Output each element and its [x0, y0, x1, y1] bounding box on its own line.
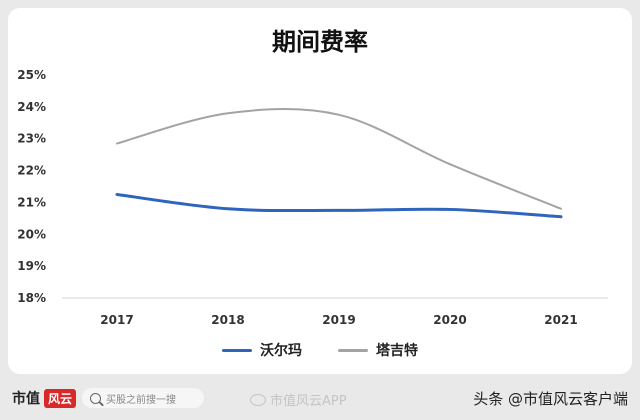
- chart-title: 期间费率: [272, 28, 368, 56]
- series-line-target: [116, 108, 562, 210]
- legend-label-target: 塔吉特: [376, 343, 418, 359]
- app-watermark: 市值风云APP: [250, 390, 347, 409]
- y-tick-label: 20%: [17, 227, 46, 241]
- x-tick-label: 2019: [322, 313, 355, 327]
- weibo-icon: [250, 393, 266, 406]
- y-tick-label: 24%: [17, 100, 46, 114]
- brand-text: 市值: [12, 391, 40, 407]
- y-tick-label: 21%: [17, 195, 46, 209]
- y-tick-label: 22%: [17, 164, 46, 178]
- x-tick-label: 2017: [100, 313, 133, 327]
- y-tick-label: 18%: [17, 291, 46, 305]
- y-tick-label: 25%: [17, 68, 46, 82]
- x-tick-label: 2020: [433, 313, 466, 327]
- chart-card: 期间费率: [8, 8, 632, 374]
- legend-item-target: 塔吉特: [338, 340, 418, 360]
- app-watermark-text: 市值风云APP: [270, 394, 347, 409]
- y-tick-label: 19%: [17, 259, 46, 273]
- legend-label-walmart: 沃尔玛: [260, 343, 302, 359]
- y-tick-label: 23%: [17, 132, 46, 146]
- brand-badge: 风云: [44, 388, 77, 408]
- x-tick-label: 2018: [211, 313, 244, 327]
- search-placeholder: 买股之前搜一搜: [106, 394, 176, 406]
- legend-item-walmart: 沃尔玛: [222, 340, 302, 360]
- x-tick-label: 2021: [544, 313, 577, 327]
- source-caption: 头条 @市值风云客户端: [473, 390, 628, 408]
- brand-logo: 市值 风云: [12, 388, 77, 408]
- legend-swatch-target: [338, 348, 368, 352]
- search-box[interactable]: 买股之前搜一搜: [82, 388, 204, 408]
- chart-legend: 沃尔玛 塔吉特: [0, 340, 640, 360]
- search-icon: [90, 392, 101, 404]
- series-line-walmart: [115, 192, 563, 219]
- legend-swatch-walmart: [222, 348, 252, 352]
- footer-bar: 市值 风云 买股之前搜一搜 市值风云APP 头条 @市值风云客户端: [0, 378, 640, 420]
